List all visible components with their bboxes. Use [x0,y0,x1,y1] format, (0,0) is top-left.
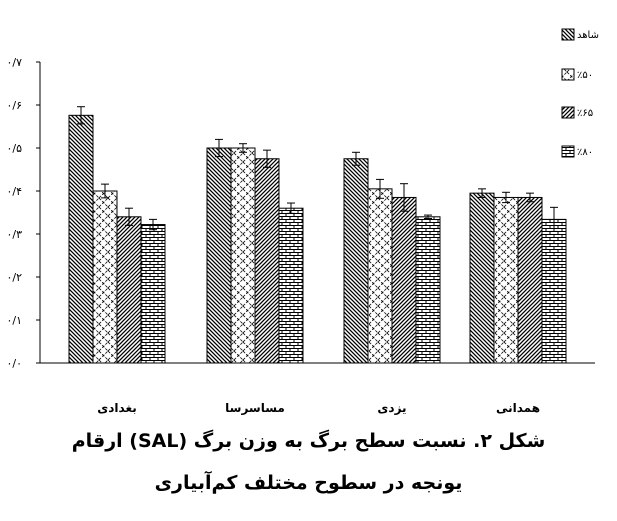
y-tick-label: ۰/۱ [6,314,22,327]
y-tick-label: ۰/۷ [6,56,22,69]
legend-swatch [561,28,575,41]
x-tick-labels: همدانی یزدی مساسرسا بغدادی [97,401,540,415]
bar [230,147,256,364]
bar [541,218,567,364]
bar [493,196,519,364]
bar [391,196,417,364]
bar [278,207,304,364]
bar [415,216,441,364]
figure-caption-line-1: شکل ۲. نسبت سطح برگ به وزن برگ (SAL) ارق… [71,430,546,452]
figure-caption-line-2: یونجه در سطوح مختلف کم‌آبیاری [154,472,463,494]
x-tick-label: بغدادی [97,401,136,415]
bar [343,158,369,364]
bar-chart: ۰/۰ ۰/۱ ۰/۲ ۰/۳ ۰/۴ ۰/۵ ۰/۶ ۰/۷ همدانی یزدی مساسر… [6,28,599,415]
legend-label: شاهد [577,30,599,41]
legend-label: ٪۶۵ [577,108,593,119]
bars [68,106,567,364]
y-tick-label: ۰/۰ [6,357,22,370]
legend-swatch [561,68,575,81]
bar [254,158,280,364]
legend-label: ٪۵۰ [577,70,593,81]
bar [517,196,543,364]
bar [140,224,166,364]
x-tick-label: یزدی [377,401,406,415]
legend-label: ٪۸۰ [577,147,593,158]
y-tick-label: ۰/۶ [6,99,22,112]
bar [92,190,118,364]
bar [367,188,393,364]
bar [68,114,94,364]
x-tick-label: همدانی [496,401,540,415]
legend-swatch [561,145,575,158]
bar [206,147,232,364]
y-ticks: ۰/۰ ۰/۱ ۰/۲ ۰/۳ ۰/۴ ۰/۵ ۰/۶ ۰/۷ [6,56,40,370]
y-tick-label: ۰/۵ [6,142,22,155]
x-tick-label: مساسرسا [225,401,285,415]
y-tick-label: ۰/۲ [6,271,22,284]
legend-swatch [561,106,575,119]
bar [469,192,495,364]
y-tick-label: ۰/۳ [6,228,22,241]
legend: شاهد ٪۵۰ ٪۶۵ ٪۸۰ [561,28,599,158]
bar [116,216,142,364]
y-tick-label: ۰/۴ [6,185,22,198]
